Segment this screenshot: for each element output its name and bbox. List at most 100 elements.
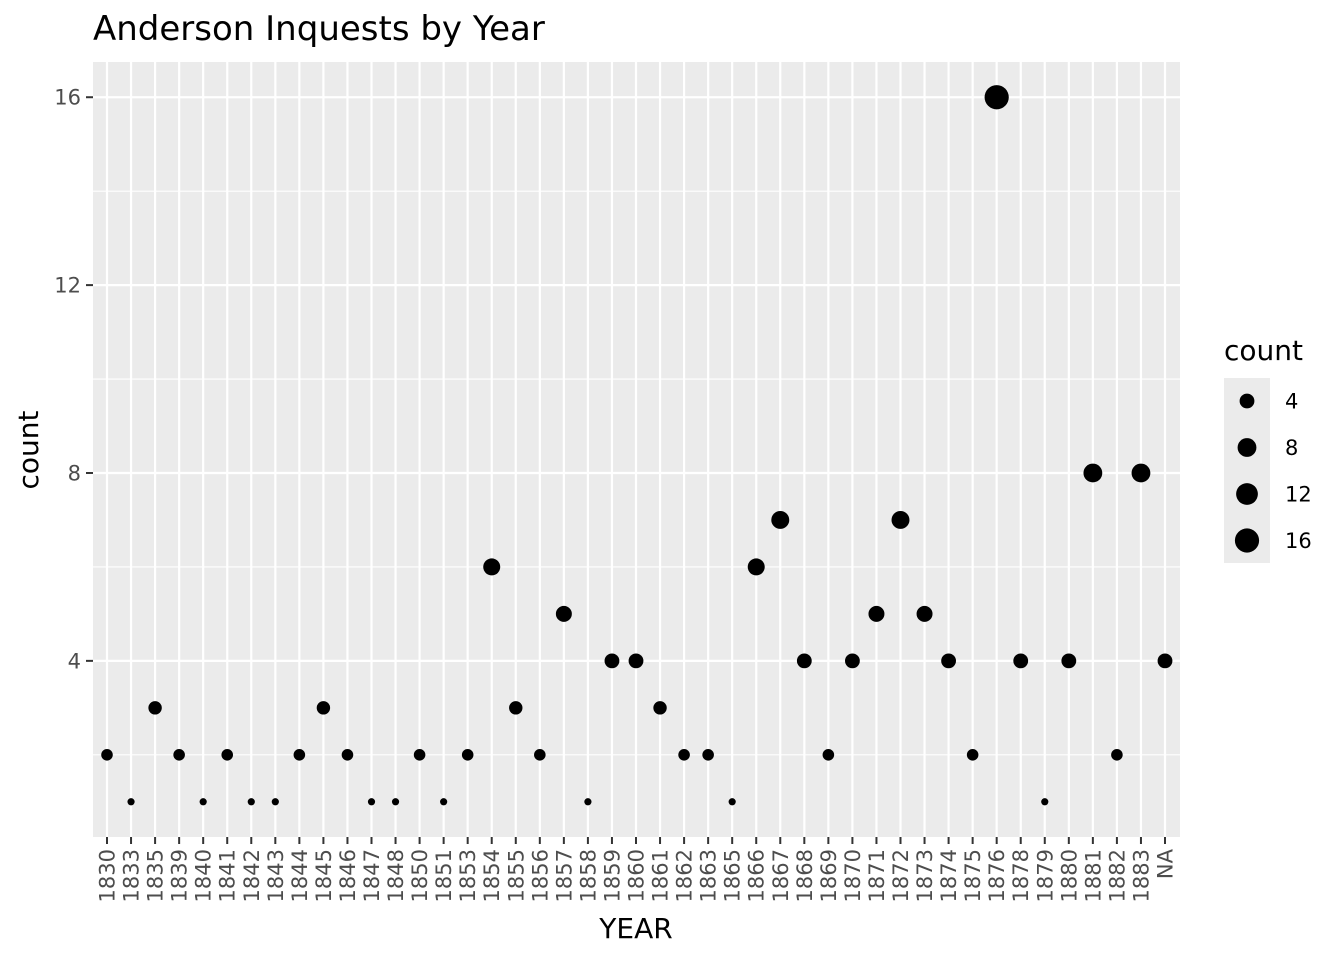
data-point <box>678 749 690 761</box>
data-point <box>316 701 331 715</box>
x-tick-label: 1846 <box>336 849 360 902</box>
legend-key <box>1237 438 1257 457</box>
data-point <box>984 85 1009 110</box>
x-tick-label: 1873 <box>913 849 937 902</box>
legend-key <box>1239 393 1255 409</box>
data-point <box>440 798 448 806</box>
data-point <box>1083 463 1103 483</box>
data-point <box>101 749 113 761</box>
x-tick-label: 1872 <box>889 849 913 902</box>
legend-key <box>1236 483 1258 505</box>
x-tick-label: 1844 <box>288 849 312 902</box>
data-point <box>271 798 279 806</box>
x-tick-label: 1878 <box>1009 849 1033 902</box>
x-tick-label: 1850 <box>408 849 432 902</box>
x-tick-label: 1845 <box>312 849 336 902</box>
data-point <box>771 510 790 529</box>
x-axis-title: YEAR <box>598 912 672 945</box>
data-point <box>413 749 426 761</box>
data-point <box>148 701 162 715</box>
x-tick-label: 1863 <box>697 849 721 902</box>
x-tick-label: 1876 <box>985 849 1009 902</box>
data-point <box>628 653 644 669</box>
x-tick-label: 1835 <box>144 849 168 902</box>
data-points <box>101 85 1173 806</box>
data-point <box>1041 798 1049 806</box>
x-tick-label: 1848 <box>384 849 408 902</box>
x-tick-label: 1867 <box>769 849 793 902</box>
x-tick-label: 1853 <box>456 849 480 902</box>
legend-label: 4 <box>1285 390 1298 414</box>
x-tick-label: 1879 <box>1033 849 1057 902</box>
data-point <box>868 605 885 622</box>
legend-label: 12 <box>1285 483 1312 507</box>
legend: count 4 8 12 16 <box>1224 334 1312 563</box>
x-tick-label: 1868 <box>793 849 817 902</box>
x-tick-label: 1842 <box>240 849 264 902</box>
chart-title: Anderson Inquests by Year <box>93 9 545 49</box>
data-point <box>1111 749 1123 761</box>
data-point <box>247 798 255 806</box>
x-tick-label: 1856 <box>528 849 552 902</box>
x-tick-label: 1883 <box>1129 849 1153 902</box>
x-tick-label: 1865 <box>721 849 745 902</box>
x-tick-label: 1843 <box>264 849 288 902</box>
data-point <box>199 798 207 806</box>
x-tick-label: 1871 <box>865 849 889 902</box>
data-point <box>509 701 523 715</box>
data-point <box>941 653 956 669</box>
y-tick-label: 16 <box>54 86 81 110</box>
data-point <box>891 510 910 529</box>
x-tick-label: 1839 <box>168 849 192 902</box>
data-point <box>747 558 765 576</box>
data-point <box>534 749 546 761</box>
x-tick-label: 1880 <box>1057 849 1081 902</box>
x-tick-label: 1862 <box>673 849 697 902</box>
data-point <box>604 653 620 669</box>
x-tick-label: 1851 <box>432 849 456 902</box>
data-point <box>221 749 234 761</box>
data-point <box>1131 463 1151 483</box>
legend-title: count <box>1224 334 1303 367</box>
x-axis: 1830 1833 1835 1839 1840 1841 1842 1843 1844 1845… <box>96 837 1178 902</box>
data-point <box>391 798 400 806</box>
y-tick-label: 4 <box>68 649 81 673</box>
x-tick-label: 1874 <box>937 849 961 902</box>
x-tick-label: 1858 <box>576 849 600 902</box>
data-point <box>653 701 667 715</box>
x-tick-label: 1875 <box>961 849 985 902</box>
data-point <box>1013 653 1029 669</box>
x-tick-label: 1854 <box>480 849 504 902</box>
data-point <box>822 749 835 761</box>
x-tick-label: 1840 <box>192 849 216 902</box>
data-point <box>461 749 474 761</box>
x-tick-label: 1869 <box>817 849 841 902</box>
x-tick-label: 1857 <box>552 849 576 902</box>
x-tick-label: 1855 <box>504 849 528 902</box>
data-point <box>702 749 714 761</box>
data-point <box>367 798 376 806</box>
x-tick-label: 1881 <box>1081 849 1105 902</box>
data-point <box>483 558 501 576</box>
x-tick-label: 1870 <box>841 849 865 902</box>
x-tick-label: 1859 <box>600 849 624 902</box>
x-tick-label: 1861 <box>649 849 673 902</box>
legend-label: 8 <box>1285 436 1298 460</box>
data-point <box>555 605 572 622</box>
data-point <box>173 749 185 761</box>
data-point <box>796 653 812 669</box>
y-axis: 4 8 12 16 <box>54 86 93 673</box>
y-tick-label: 8 <box>68 461 81 485</box>
legend-key <box>1234 528 1260 553</box>
legend-label: 16 <box>1285 529 1312 553</box>
x-tick-label: 1860 <box>625 849 649 902</box>
x-tick-label: 1830 <box>96 849 120 902</box>
data-point <box>845 653 860 669</box>
x-tick-label: 1841 <box>216 849 240 902</box>
data-point <box>916 605 933 622</box>
data-point <box>1157 653 1173 669</box>
y-tick-label: 12 <box>54 274 81 298</box>
data-point <box>584 798 592 806</box>
x-tick-label: 1866 <box>745 849 769 902</box>
